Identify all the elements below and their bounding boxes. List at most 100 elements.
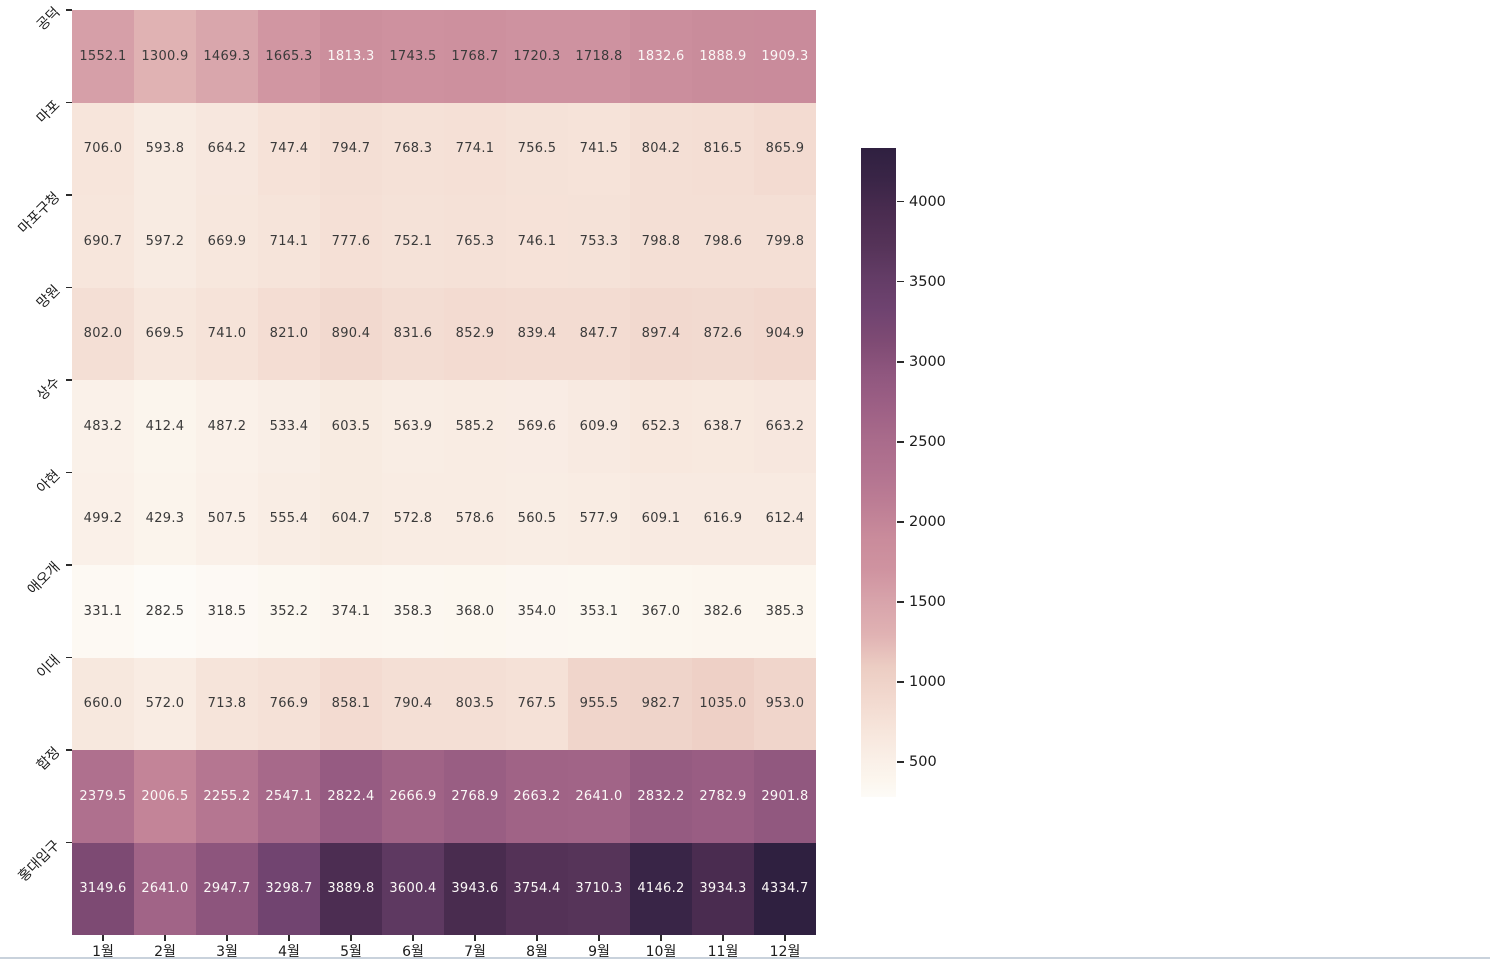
heatmap-cell: 794.7 xyxy=(320,102,382,195)
colorbar-tick-label: 500 xyxy=(909,754,937,771)
heatmap-cell: 507.5 xyxy=(196,472,258,565)
heatmap-cell: 3754.4 xyxy=(506,842,568,935)
colorbar-tick-label: 4000 xyxy=(909,193,946,210)
heatmap-cell: 604.7 xyxy=(320,472,382,565)
y-axis-tick xyxy=(66,471,72,474)
x-axis-tick xyxy=(226,935,228,941)
x-axis-tick xyxy=(536,935,538,941)
colorbar-tick xyxy=(897,761,904,763)
heatmap-cell: 790.4 xyxy=(382,657,444,750)
heatmap-cell: 499.2 xyxy=(72,472,134,565)
heatmap-cell: 353.1 xyxy=(568,565,630,658)
x-axis-label: 5월 xyxy=(340,944,362,960)
heatmap-cell: 3298.7 xyxy=(258,842,320,935)
y-axis-tick xyxy=(66,841,72,844)
heatmap-cell: 798.6 xyxy=(692,195,754,288)
heatmap-cell: 3889.8 xyxy=(320,842,382,935)
x-axis-label: 1월 xyxy=(92,944,114,960)
y-axis-label: 마포구청 xyxy=(15,189,64,238)
heatmap-cell: 741.5 xyxy=(568,102,630,195)
heatmap-cell: 1469.3 xyxy=(196,10,258,103)
x-axis-label: 9월 xyxy=(588,944,610,960)
heatmap-cell: 752.1 xyxy=(382,195,444,288)
heatmap-cell: 597.2 xyxy=(134,195,196,288)
heatmap-cell: 852.9 xyxy=(444,287,506,380)
x-axis-tick xyxy=(722,935,724,941)
y-axis-label: 상수 xyxy=(34,374,64,404)
colorbar-tick-label: 1500 xyxy=(909,594,946,610)
heatmap-cell: 603.5 xyxy=(320,380,382,473)
heatmap-cell: 774.1 xyxy=(444,102,506,195)
y-axis-tick xyxy=(66,101,72,104)
heatmap-cell: 858.1 xyxy=(320,657,382,750)
heatmap-cell: 2006.5 xyxy=(134,750,196,843)
heatmap-cell: 2641.0 xyxy=(568,750,630,843)
heatmap-cell: 1300.9 xyxy=(134,10,196,103)
heatmap-cell: 690.7 xyxy=(72,195,134,288)
heatmap-cell: 1813.3 xyxy=(320,10,382,103)
x-axis-label: 6월 xyxy=(402,944,424,960)
heatmap-cell: 1743.5 xyxy=(382,10,444,103)
heatmap-cell: 560.5 xyxy=(506,472,568,565)
heatmap-cell: 802.0 xyxy=(72,287,134,380)
heatmap-cell: 798.8 xyxy=(630,195,692,288)
heatmap-cell: 799.8 xyxy=(754,195,816,288)
x-axis-tick xyxy=(350,935,352,941)
y-axis-label: 공덕 xyxy=(34,4,64,34)
colorbar-tick xyxy=(897,601,904,603)
heatmap-cell: 897.4 xyxy=(630,287,692,380)
y-axis-label: 마포 xyxy=(34,96,64,127)
heatmap-cell: 904.9 xyxy=(754,287,816,380)
y-axis-label: 합정 xyxy=(34,744,64,774)
y-axis-label: 홍대입구 xyxy=(15,836,64,885)
heatmap-cell: 816.5 xyxy=(692,102,754,195)
colorbar-tick xyxy=(897,280,904,283)
heatmap-cell: 318.5 xyxy=(196,565,258,658)
heatmap-cell: 487.2 xyxy=(196,380,258,473)
x-axis-label: 7월 xyxy=(464,944,486,960)
heatmap-cell: 352.2 xyxy=(258,565,320,658)
y-axis-tick xyxy=(66,564,72,566)
heatmap-cell: 638.7 xyxy=(692,380,754,473)
heatmap-cell: 1768.7 xyxy=(444,10,506,103)
heatmap-cell: 839.4 xyxy=(506,287,568,380)
heatmap-cell: 2832.2 xyxy=(630,750,692,843)
heatmap-cell: 767.5 xyxy=(506,657,568,750)
heatmap-cell: 663.2 xyxy=(754,380,816,473)
colorbar-tick-label: 2000 xyxy=(909,513,946,530)
x-axis-tick xyxy=(102,935,104,941)
heatmap-cell: 713.8 xyxy=(196,657,258,750)
x-axis-tick xyxy=(474,935,476,941)
heatmap-cell: 652.3 xyxy=(630,380,692,473)
heatmap-cell: 803.5 xyxy=(444,657,506,750)
heatmap-cell: 612.4 xyxy=(754,472,816,565)
heatmap-cell: 358.3 xyxy=(382,565,444,658)
heatmap-cell: 412.4 xyxy=(134,380,196,473)
heatmap-cell: 609.9 xyxy=(568,380,630,473)
colorbar-tick xyxy=(897,360,904,363)
heatmap-cell: 982.7 xyxy=(630,657,692,750)
heatmap-cell: 2901.8 xyxy=(754,750,816,843)
y-axis-tick xyxy=(66,379,72,381)
heatmap-cell: 4334.7 xyxy=(754,842,816,935)
colorbar-tick-label: 1000 xyxy=(909,674,946,691)
heatmap-cell: 563.9 xyxy=(382,380,444,473)
heatmap-cell: 578.6 xyxy=(444,472,506,565)
heatmap-cell: 747.4 xyxy=(258,102,320,195)
heatmap-cell: 1718.8 xyxy=(568,10,630,103)
heatmap-cell: 569.6 xyxy=(506,380,568,473)
heatmap-cell: 1888.9 xyxy=(692,10,754,103)
heatmap-cell: 831.6 xyxy=(382,287,444,380)
heatmap-cell: 429.3 xyxy=(134,472,196,565)
x-axis-tick xyxy=(412,935,414,941)
colorbar-tick xyxy=(897,521,904,523)
heatmap-cell: 706.0 xyxy=(72,102,134,195)
heatmap-cell: 2666.9 xyxy=(382,750,444,843)
y-axis-tick xyxy=(66,286,72,289)
heatmap-cell: 3934.3 xyxy=(692,842,754,935)
heatmap-cell: 555.4 xyxy=(258,472,320,565)
heatmap-cell: 766.9 xyxy=(258,657,320,750)
heatmap-cell: 3600.4 xyxy=(382,842,444,935)
heatmap-cell: 664.2 xyxy=(196,102,258,195)
